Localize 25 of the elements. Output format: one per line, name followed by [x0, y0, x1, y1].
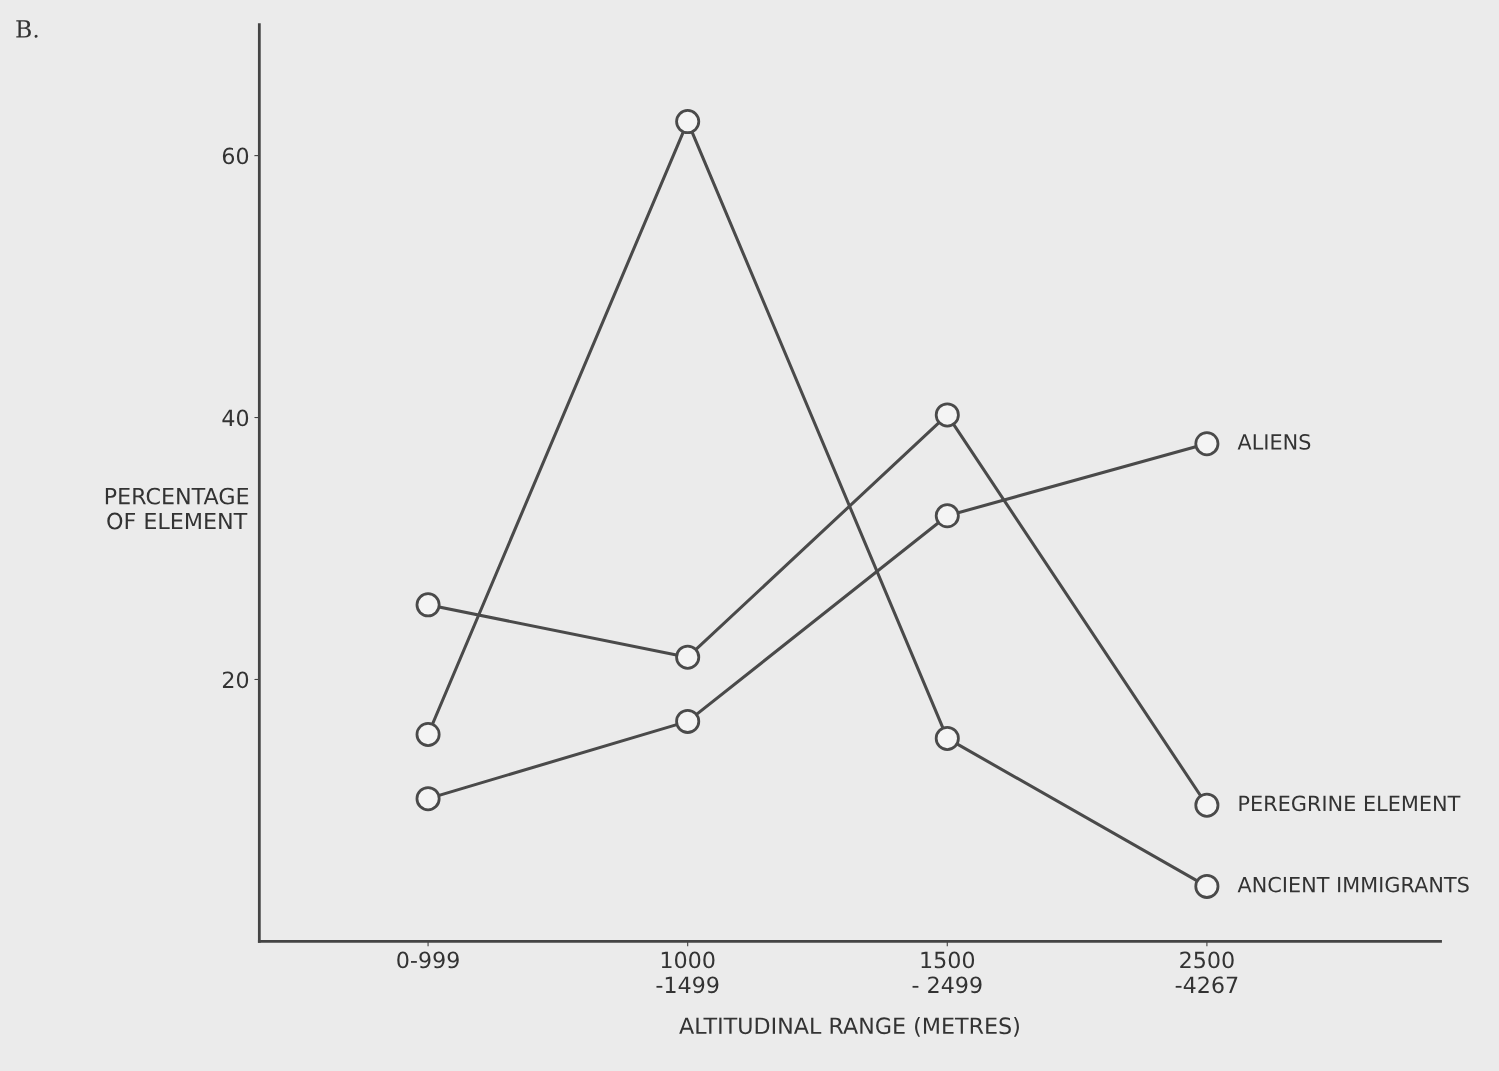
point	[415, 721, 441, 747]
y-tick-label: 40	[222, 409, 249, 427]
x-axis-title: ALTITUDINAL RANGE (METRES)	[679, 1016, 1019, 1037]
x-tick-label: 1000 -1499	[656, 951, 719, 994]
y-tick-label: 20	[222, 671, 249, 689]
point	[1194, 792, 1220, 818]
series-label: ANCIENT IMMIGRANTS	[1237, 876, 1469, 893]
point	[415, 592, 441, 618]
point	[675, 109, 701, 135]
point	[675, 708, 701, 734]
x-tick-label: 2500 -4267	[1175, 951, 1238, 994]
text: B.	[16, 20, 38, 38]
y-tick-label: 60	[222, 147, 249, 165]
point	[934, 503, 960, 529]
series-label: ALIENS	[1237, 434, 1311, 450]
point	[934, 402, 960, 428]
point	[934, 725, 960, 751]
x-tick-label: 0-999	[397, 951, 459, 969]
x-tick-label: 1500 - 2499	[912, 951, 982, 994]
point	[1194, 873, 1220, 899]
series-label: PEREGRINE ELEMENT	[1239, 795, 1461, 812]
y-axis-title: PERCENTAGE OF ELEMENT	[105, 487, 249, 530]
point	[415, 786, 441, 812]
point	[675, 644, 701, 670]
point	[1194, 431, 1220, 457]
